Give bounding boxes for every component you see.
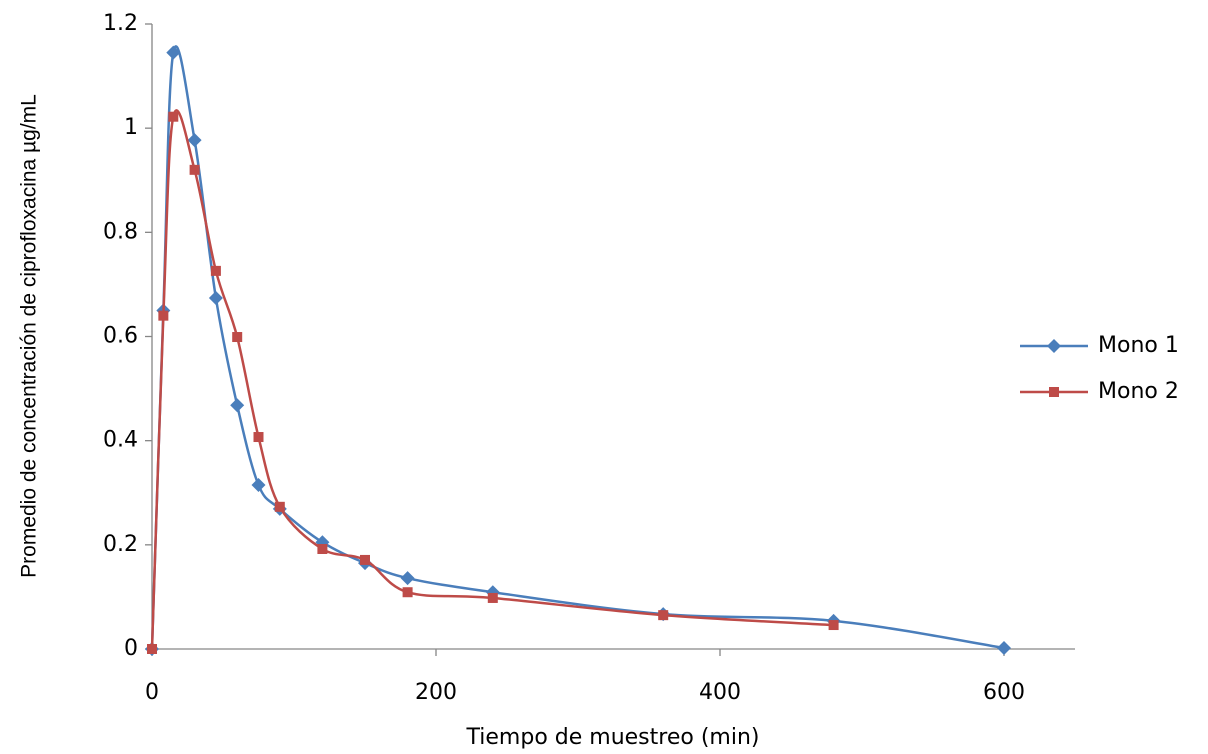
marker (210, 265, 221, 276)
y-tick-label: 0.2 (103, 532, 138, 557)
legend-marker (1047, 339, 1061, 353)
y-tick-label: 0.6 (103, 324, 138, 349)
x-axis-label: Tiempo de muestreo (min) (466, 725, 760, 750)
marker (274, 501, 285, 512)
x-tick-label: 400 (699, 680, 741, 705)
legend-label: Mono 1 (1098, 333, 1179, 358)
marker (147, 644, 157, 654)
marker (828, 620, 839, 631)
y-tick-label: 1 (124, 115, 138, 140)
marker (158, 310, 169, 321)
y-tick-label: 1.2 (103, 11, 138, 36)
marker (230, 398, 245, 413)
marker (402, 587, 413, 598)
marker (208, 290, 223, 305)
marker (997, 640, 1011, 655)
y-tick-label: 0.4 (103, 428, 138, 453)
series-line (150, 45, 1005, 650)
y-tick-label: 0.8 (103, 219, 138, 244)
x-tick-label: 600 (983, 680, 1025, 705)
legend-marker (1049, 387, 1059, 397)
y-tick-label: 0 (124, 636, 138, 661)
marker (187, 133, 202, 148)
marker (253, 432, 264, 443)
marker (168, 111, 179, 122)
legend-label: Mono 2 (1098, 379, 1179, 404)
x-tick-label: 0 (145, 680, 159, 705)
series-line (150, 109, 834, 650)
marker (317, 544, 328, 554)
marker (658, 610, 669, 621)
marker (360, 554, 370, 565)
x-tick-label: 200 (415, 680, 457, 705)
marker (189, 164, 200, 175)
marker (166, 45, 181, 60)
marker (251, 477, 266, 492)
marker (400, 571, 415, 586)
y-axis-label: Promedio de concentración de ciprofloxac… (18, 94, 41, 578)
marker (487, 592, 498, 603)
marker (232, 332, 243, 343)
